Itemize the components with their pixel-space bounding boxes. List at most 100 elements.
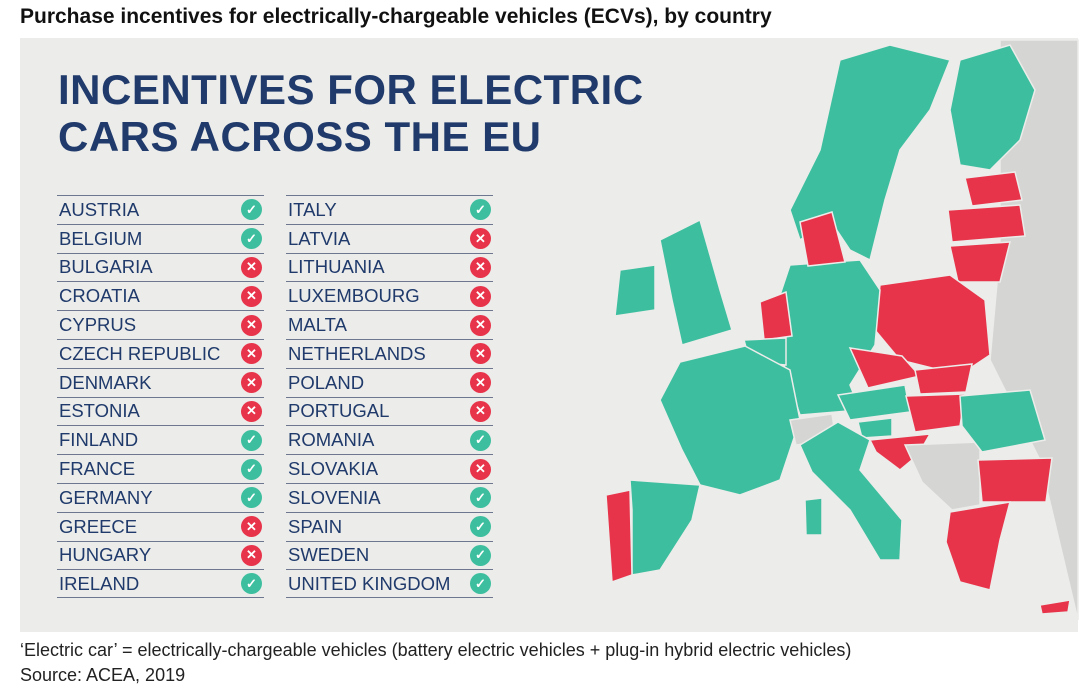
country-name: ROMANIA bbox=[288, 429, 375, 451]
x-circle-icon: ✕ bbox=[470, 400, 491, 422]
country-list-left: AUSTRIA ✓ BELGIUM ✓ BULGARIA ✕ CROATIA ✕ CYPRUS ✕… bbox=[57, 195, 264, 599]
country-row: MALTA ✕ bbox=[286, 310, 493, 339]
map-region-united-kingdom bbox=[659, 218, 733, 346]
footnote: ‘Electric car’ = electrically-chargeable… bbox=[20, 640, 852, 660]
country-name: POLAND bbox=[288, 371, 365, 393]
country-row: NETHERLANDS ✕ bbox=[286, 338, 493, 368]
country-name: ITALY bbox=[288, 198, 337, 220]
country-row: PORTUGAL ✕ bbox=[286, 396, 493, 426]
country-name: LATVIA bbox=[288, 227, 351, 249]
country-row: FRANCE ✓ bbox=[57, 454, 264, 483]
country-row: HUNGARY ✕ bbox=[57, 540, 264, 570]
map-region-romania bbox=[959, 389, 1046, 453]
x-circle-icon: ✕ bbox=[241, 343, 262, 365]
map-region-netherlands bbox=[759, 290, 793, 341]
map-region-slovakia bbox=[914, 363, 973, 395]
country-name: SLOVAKIA bbox=[288, 458, 379, 480]
country-row: IRELAND ✓ bbox=[57, 569, 264, 599]
source: Source: ACEA, 2019 bbox=[20, 665, 186, 685]
country-name: CYPRUS bbox=[59, 314, 137, 336]
country-name: SPAIN bbox=[288, 515, 343, 537]
map-region-portugal bbox=[605, 489, 633, 584]
x-circle-icon: ✕ bbox=[241, 314, 262, 336]
country-name: GREECE bbox=[59, 515, 138, 537]
x-circle-icon: ✕ bbox=[241, 256, 262, 278]
check-circle-icon: ✓ bbox=[241, 487, 262, 509]
country-name: PORTUGAL bbox=[288, 400, 390, 422]
country-row: ITALY ✓ bbox=[286, 195, 493, 224]
country-row: BULGARIA ✕ bbox=[57, 252, 264, 282]
country-name: AUSTRIA bbox=[59, 198, 140, 220]
check-circle-icon: ✓ bbox=[470, 573, 491, 595]
country-name: CROATIA bbox=[59, 285, 140, 307]
country-row: SWEDEN ✓ bbox=[286, 540, 493, 570]
map-region-poland bbox=[874, 274, 991, 376]
check-circle-icon: ✓ bbox=[241, 573, 262, 595]
country-name: SLOVENIA bbox=[288, 486, 381, 508]
country-name: IRELAND bbox=[59, 572, 140, 594]
country-row: ESTONIA ✕ bbox=[57, 396, 264, 426]
country-name: SWEDEN bbox=[288, 544, 370, 566]
country-row: SLOVAKIA ✕ bbox=[286, 454, 493, 483]
check-circle-icon: ✓ bbox=[241, 429, 262, 451]
country-row: CZECH REPUBLIC ✕ bbox=[57, 338, 264, 368]
country-name: LUXEMBOURG bbox=[288, 285, 420, 307]
country-row: AUSTRIA ✓ bbox=[57, 195, 264, 224]
country-name: LITHUANIA bbox=[288, 256, 385, 278]
check-circle-icon: ✓ bbox=[241, 199, 262, 221]
x-circle-icon: ✕ bbox=[470, 343, 491, 365]
map-region-denmark bbox=[799, 211, 846, 267]
country-row: UNITED KINGDOM ✓ bbox=[286, 569, 493, 599]
country-row: CYPRUS ✕ bbox=[57, 310, 264, 339]
country-row: LUXEMBOURG ✕ bbox=[286, 281, 493, 310]
map-region-finland bbox=[949, 44, 1036, 171]
x-circle-icon: ✕ bbox=[470, 228, 491, 250]
map-region-france bbox=[659, 345, 801, 496]
country-row: POLAND ✕ bbox=[286, 367, 493, 397]
check-circle-icon: ✓ bbox=[470, 199, 491, 221]
country-row: GREECE ✕ bbox=[57, 511, 264, 541]
country-name: UNITED KINGDOM bbox=[288, 572, 451, 594]
x-circle-icon: ✕ bbox=[241, 372, 262, 394]
map-region-hungary bbox=[905, 393, 966, 433]
country-name: HUNGARY bbox=[59, 544, 152, 566]
country-row: SPAIN ✓ bbox=[286, 511, 493, 541]
map-region-italy bbox=[799, 421, 903, 561]
country-name: NETHERLANDS bbox=[288, 342, 426, 364]
country-name: DENMARK bbox=[59, 371, 152, 393]
map-region-greece bbox=[945, 501, 1012, 591]
country-name: FINLAND bbox=[59, 429, 139, 451]
x-circle-icon: ✕ bbox=[241, 544, 262, 566]
x-circle-icon: ✕ bbox=[470, 285, 491, 307]
headline-line-1: INCENTIVES FOR ELECTRIC bbox=[58, 66, 644, 113]
country-row: ROMANIA ✓ bbox=[286, 425, 493, 454]
x-circle-icon: ✕ bbox=[470, 314, 491, 336]
check-circle-icon: ✓ bbox=[470, 429, 491, 451]
headline: INCENTIVES FOR ELECTRIC CARS ACROSS THE … bbox=[58, 66, 644, 160]
map-region-cyprus bbox=[1039, 599, 1071, 615]
map-region-estonia bbox=[964, 171, 1023, 207]
x-circle-icon: ✕ bbox=[241, 400, 262, 422]
check-circle-icon: ✓ bbox=[241, 458, 262, 480]
country-row: LITHUANIA ✕ bbox=[286, 252, 493, 282]
map-region-norway bbox=[789, 44, 952, 262]
country-row: LATVIA ✕ bbox=[286, 223, 493, 253]
check-circle-icon: ✓ bbox=[470, 487, 491, 509]
country-row: GERMANY ✓ bbox=[57, 482, 264, 512]
country-name: ESTONIA bbox=[59, 400, 140, 422]
country-row: CROATIA ✕ bbox=[57, 281, 264, 310]
check-circle-icon: ✓ bbox=[470, 544, 491, 566]
map-region-italy bbox=[804, 497, 823, 536]
chart-title: Purchase incentives for electrically-cha… bbox=[20, 5, 772, 28]
map-region-bulgaria bbox=[977, 457, 1053, 503]
map-region-latvia bbox=[947, 204, 1026, 243]
headline-line-2: CARS ACROSS THE EU bbox=[58, 113, 542, 160]
map-region-slovenia bbox=[857, 417, 893, 439]
country-row: SLOVENIA ✓ bbox=[286, 482, 493, 512]
country-row: DENMARK ✕ bbox=[57, 367, 264, 397]
country-row: FINLAND ✓ bbox=[57, 425, 264, 454]
country-name: CZECH REPUBLIC bbox=[59, 342, 221, 364]
country-name: MALTA bbox=[288, 314, 347, 336]
x-circle-icon: ✕ bbox=[241, 516, 262, 538]
